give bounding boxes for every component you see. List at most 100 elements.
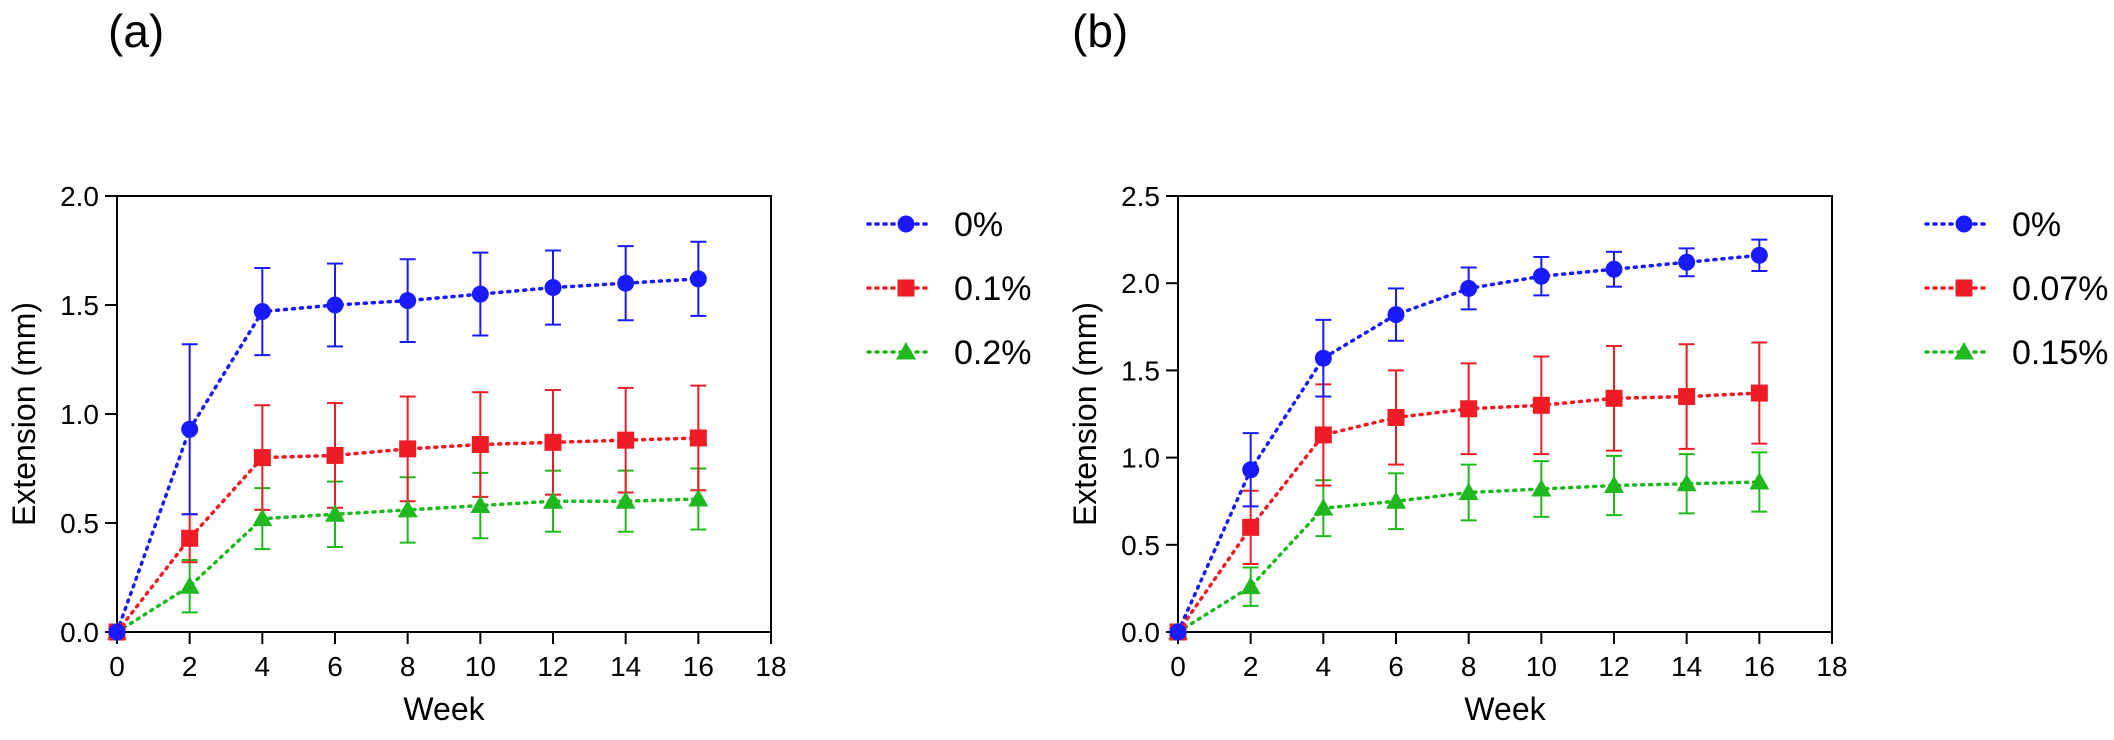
- data-point: [326, 296, 344, 314]
- data-point: [1532, 267, 1550, 285]
- legend-label: 0.07%: [2012, 270, 2108, 308]
- legend-marker: [1954, 342, 1974, 360]
- data-point: [108, 623, 126, 641]
- x-tick-label: 10: [465, 651, 496, 682]
- data-point: [325, 504, 345, 522]
- chart-a: 0 2 4 6 8 10 12 14 16 18 0.0 0.5 1.0 1.5 2.0 Week Extens…: [6, 181, 1032, 727]
- data-point: [1750, 246, 1768, 264]
- x-tick-label: 18: [755, 651, 786, 682]
- data-point: [181, 529, 199, 547]
- y-tick-label: 2.5: [1121, 181, 1160, 212]
- y-tick-label: 2.0: [60, 181, 99, 212]
- x-tick-label: 8: [1461, 651, 1477, 682]
- x-tick-label: 14: [610, 651, 641, 682]
- panel-label-a: (a): [108, 5, 165, 57]
- y-tick-label: 2.0: [1121, 268, 1160, 299]
- data-point: [1387, 306, 1405, 324]
- y-tick-label: 1.0: [1121, 443, 1160, 474]
- data-point: [617, 274, 635, 292]
- y-tick-label: 0.5: [1121, 530, 1160, 561]
- data-point: [471, 285, 489, 303]
- data-point: [471, 436, 489, 454]
- data-point: [1531, 478, 1552, 497]
- data-point: [1532, 396, 1550, 414]
- data-point: [543, 491, 563, 509]
- y-tick-label: 1.5: [60, 290, 99, 321]
- data-point: [1678, 253, 1696, 271]
- x-axis-title: Week: [403, 691, 485, 727]
- y-tick-label: 0.0: [60, 617, 99, 648]
- data-point: [1750, 384, 1768, 402]
- y-tick-label: 1.5: [1121, 355, 1160, 386]
- x-tick-label: 8: [400, 651, 416, 682]
- data-point: [181, 420, 199, 438]
- data-point: [397, 499, 418, 518]
- data-point: [399, 440, 417, 458]
- x-tick-label: 0: [1170, 651, 1186, 682]
- data-point: [1314, 349, 1332, 367]
- data-point: [399, 292, 417, 310]
- data-point: [1313, 498, 1334, 516]
- legend-label: 0%: [2012, 206, 2061, 244]
- legend-marker: [897, 215, 915, 233]
- data-point: [1605, 389, 1623, 407]
- legend-label: 0.2%: [954, 334, 1032, 372]
- x-tick-label: 0: [109, 651, 125, 682]
- y-tick-label: 1.0: [60, 399, 99, 430]
- data-point: [1240, 576, 1261, 595]
- data-point: [1678, 388, 1696, 406]
- data-point: [617, 431, 635, 449]
- data-point: [1387, 408, 1405, 426]
- x-tick-label: 2: [182, 651, 198, 682]
- x-axis-title: Week: [1464, 691, 1546, 727]
- data-point: [470, 495, 491, 514]
- legend-marker: [1955, 279, 1973, 297]
- data-point: [252, 508, 273, 527]
- data-point: [253, 449, 271, 467]
- legend-label: 0%: [954, 206, 1003, 244]
- y-tick-label: 0.0: [1121, 617, 1160, 648]
- data-point: [1242, 461, 1260, 479]
- legend-label: 0.15%: [2012, 334, 2108, 372]
- x-tick-label: 6: [327, 651, 343, 682]
- plot-frame: [116, 195, 772, 633]
- x-tick-label: 16: [683, 651, 714, 682]
- x-tick-label: 10: [1526, 651, 1557, 682]
- x-tick-label: 6: [1388, 651, 1404, 682]
- x-tick-label: 12: [537, 651, 568, 682]
- data-point: [1460, 279, 1478, 297]
- data-point: [1749, 472, 1770, 490]
- x-tick-label: 14: [1671, 651, 1702, 682]
- data-point: [1604, 475, 1624, 494]
- data-point: [544, 433, 562, 451]
- data-point: [1242, 518, 1260, 536]
- data-point: [689, 270, 707, 288]
- y-axis-title: Extension (mm): [1067, 302, 1103, 526]
- legend-label: 0.1%: [954, 270, 1032, 308]
- data-point: [1169, 623, 1187, 641]
- y-axis-title: Extension (mm): [6, 302, 42, 526]
- data-point: [689, 429, 707, 447]
- panel-label-b: (b): [1072, 5, 1129, 57]
- x-tick-label: 4: [1316, 651, 1332, 682]
- x-tick-label: 18: [1816, 651, 1847, 682]
- x-tick-label: 12: [1598, 651, 1629, 682]
- data-point: [253, 303, 271, 321]
- data-point: [1314, 426, 1332, 444]
- data-point: [1676, 473, 1697, 492]
- data-point: [1605, 260, 1623, 278]
- chart-b: 0 2 4 6 8 10 12 14 16 18 0.0 0.5 1.0 1.5 2.0 2.5 Week Ext…: [1067, 181, 2108, 727]
- x-tick-label: 16: [1744, 651, 1775, 682]
- data-point: [326, 446, 344, 464]
- data-point: [688, 489, 709, 507]
- legend-marker: [897, 279, 915, 297]
- y-tick-label: 0.5: [60, 508, 99, 539]
- x-tick-label: 2: [1243, 651, 1259, 682]
- data-point: [544, 279, 562, 297]
- x-tick-label: 4: [255, 651, 271, 682]
- series-line: [115, 436, 701, 634]
- data-point: [179, 576, 200, 594]
- data-point: [1386, 491, 1406, 509]
- data-point: [1460, 400, 1478, 418]
